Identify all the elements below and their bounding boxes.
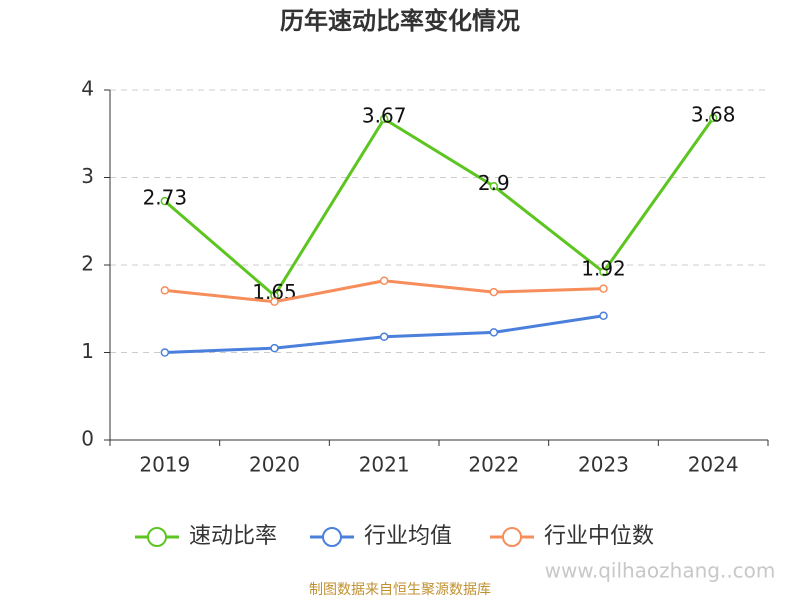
point	[379, 332, 389, 341]
legend-label: 行业中位数	[544, 524, 654, 549]
series-line	[163, 116, 715, 298]
point	[489, 328, 499, 337]
data-label: 1.92	[581, 257, 626, 281]
data-label: 3.68	[691, 103, 736, 127]
y-tick-label: 0	[81, 427, 94, 451]
data-label: 3.67	[362, 103, 407, 127]
x-tick-label: 2019	[139, 453, 190, 477]
data-label: 2.73	[143, 186, 188, 210]
point	[160, 196, 170, 206]
legend-marker	[147, 527, 167, 547]
point	[708, 113, 718, 123]
chart-title: 历年速动比率变化情况	[280, 7, 520, 35]
point	[599, 284, 608, 293]
point	[379, 114, 389, 124]
point	[489, 182, 499, 191]
source-note: 制图数据来自恒生聚源数据库	[309, 582, 491, 598]
legend-label: 行业均值	[364, 524, 452, 549]
point	[599, 311, 608, 320]
x-tick-label: 2021	[359, 453, 410, 477]
point	[270, 297, 279, 306]
y-tick-label: 3	[81, 164, 94, 188]
watermark: www.qilhaozhang..com	[545, 559, 776, 583]
point	[270, 343, 279, 353]
point	[160, 348, 170, 357]
y-tick-label: 2	[81, 252, 94, 276]
point	[599, 267, 608, 277]
data-label: 2.9	[478, 171, 510, 195]
point	[379, 276, 389, 285]
point	[489, 287, 499, 297]
x-tick-label: 2020	[249, 453, 300, 477]
point	[160, 286, 170, 295]
y-tick-label: 4	[81, 77, 94, 101]
x-tick-label: 2023	[578, 453, 629, 477]
x-tick-label: 2024	[688, 453, 739, 477]
y-tick-label: 1	[81, 339, 94, 363]
legend-label: 速动比率	[189, 524, 277, 549]
legend-marker	[502, 527, 522, 547]
x-tick-label: 2022	[468, 453, 519, 477]
legend-marker	[322, 527, 342, 547]
